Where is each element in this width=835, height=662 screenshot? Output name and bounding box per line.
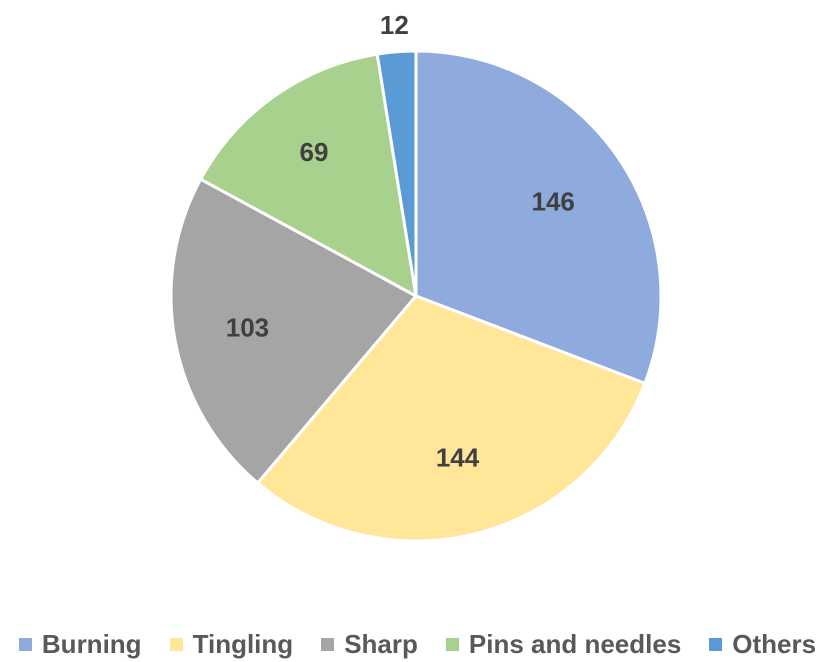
legend-label: Sharp [344, 628, 418, 659]
legend: Burning Tingling Sharp Pins and needles Othe… [0, 626, 835, 662]
legend-swatch [709, 637, 723, 651]
data-label-others: 12 [380, 10, 409, 40]
legend-swatch [169, 637, 183, 651]
data-labels: 146 144 103 69 12 [226, 10, 575, 472]
legend-swatch [18, 637, 32, 651]
pie-slice-burning [414, 49, 663, 385]
legend-item-pins-and-needles: Pins and needles [445, 628, 682, 660]
legend-item-burning: Burning [18, 628, 142, 660]
data-label-burning: 146 [532, 187, 575, 217]
legend-label: Tingling [192, 628, 294, 659]
data-label-tingling: 144 [436, 442, 480, 472]
legend-item-others: Others [709, 629, 816, 660]
legend-swatch [445, 637, 459, 651]
legend-item-tingling: Tingling [169, 628, 294, 660]
data-label-pins-and-needles: 69 [300, 137, 329, 167]
data-label-sharp: 103 [226, 313, 269, 343]
pie-slice-tingling [256, 294, 647, 543]
legend-label: Others [732, 628, 817, 659]
legend-swatch [321, 637, 335, 651]
pie-slice-pins-and-needles [199, 52, 418, 298]
legend-item-sharp: Sharp [321, 629, 418, 660]
pie-slice-others [375, 49, 418, 298]
legend-label: Burning [41, 628, 142, 659]
legend-label: Pins and needles [468, 628, 682, 659]
pie-slice-sharp [169, 177, 418, 485]
pie-slices [169, 49, 663, 543]
